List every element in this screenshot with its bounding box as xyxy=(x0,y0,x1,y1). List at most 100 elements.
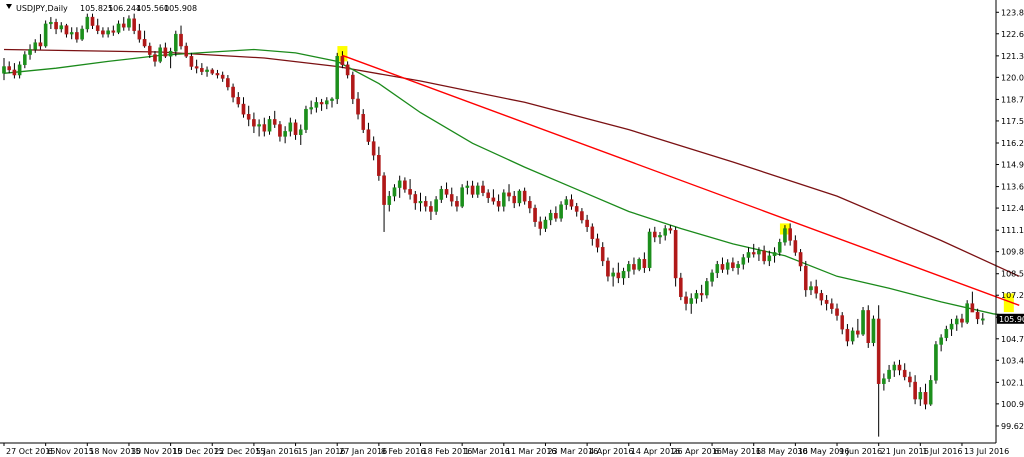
candle-body xyxy=(377,154,381,176)
candle-body xyxy=(283,131,287,137)
candle-body xyxy=(304,108,308,130)
candle-body xyxy=(413,194,418,204)
x-tick-label: 30 May 2016 xyxy=(797,447,849,456)
chart-title-ohlc-close: 105.908 xyxy=(164,4,197,13)
candle-body xyxy=(538,221,543,229)
candle-body xyxy=(606,260,610,277)
candle-body xyxy=(106,30,110,35)
highlight-marker-2 xyxy=(1003,293,1014,313)
candle-body xyxy=(455,201,459,207)
candle-body xyxy=(824,299,829,304)
candle-body xyxy=(43,23,48,47)
candle-body xyxy=(132,18,136,31)
candle-body xyxy=(564,199,569,205)
candle-body xyxy=(673,230,678,279)
candle-body xyxy=(382,175,386,205)
candle-body xyxy=(80,28,84,40)
candle-body xyxy=(324,100,329,105)
candle-body xyxy=(278,124,282,137)
candle-body xyxy=(28,49,32,55)
candle-body xyxy=(663,228,668,236)
candle-body xyxy=(298,129,303,135)
candle-body xyxy=(371,141,376,156)
candle-body xyxy=(267,119,272,132)
candle-body xyxy=(814,286,818,294)
chart-title-ohlc-high: 106.244 xyxy=(108,4,141,13)
candle-body xyxy=(626,264,631,272)
y-tick-label: 121.325 xyxy=(1001,52,1024,61)
candle-body xyxy=(434,199,438,212)
y-tick-label: 108.550 xyxy=(1001,270,1024,279)
candle-body xyxy=(481,185,485,193)
candle-body xyxy=(600,247,605,262)
candle-body xyxy=(444,189,449,195)
candle-body xyxy=(970,303,975,313)
x-tick-label: 15 Jan 2016 xyxy=(298,447,346,456)
candle-body xyxy=(38,42,43,47)
candle-body xyxy=(876,318,881,384)
candle-body xyxy=(252,119,256,127)
candle-body xyxy=(783,228,787,243)
candle-body xyxy=(205,69,209,72)
candle-body xyxy=(163,47,168,57)
candle-body xyxy=(751,252,756,255)
candle-body xyxy=(522,190,527,202)
x-tick-label: 5 Jan 2016 xyxy=(256,447,299,456)
candle-body xyxy=(632,264,636,270)
y-tick-label: 117.510 xyxy=(1001,117,1024,126)
candle-body xyxy=(913,381,917,400)
candle-body xyxy=(699,293,704,296)
candle-body xyxy=(715,264,720,274)
candle-body xyxy=(621,270,626,279)
candle-body xyxy=(423,201,428,207)
candle-body xyxy=(585,219,589,228)
candle-body xyxy=(923,392,928,405)
candle-body xyxy=(23,54,27,66)
x-tick-label: 1 Jul 2016 xyxy=(922,447,962,456)
candle-body xyxy=(741,257,746,265)
candle-body xyxy=(757,250,761,255)
candle-body xyxy=(731,262,735,268)
candle-body xyxy=(90,16,95,26)
candle-body xyxy=(7,66,12,71)
candle-body xyxy=(949,323,954,330)
y-tick-label: 107.290 xyxy=(1001,291,1024,300)
candle-body xyxy=(158,47,162,62)
candle-body xyxy=(101,30,105,35)
chart-title-ohlc-low: 105.560 xyxy=(136,4,169,13)
candle-body xyxy=(548,212,553,221)
candle-body xyxy=(179,33,183,47)
candle-body xyxy=(574,206,579,212)
candle-body xyxy=(954,318,959,325)
y-tick-label: 122.620 xyxy=(1001,30,1024,39)
candle-body xyxy=(652,231,657,238)
candle-body xyxy=(517,190,522,204)
candle-body xyxy=(475,185,480,195)
x-tick-label: 11 Mar 2016 xyxy=(506,447,557,456)
candle-body xyxy=(616,272,621,279)
x-tick-label: 10 Dec 2015 xyxy=(173,447,224,456)
candle-body xyxy=(111,30,116,33)
candle-body xyxy=(272,119,277,125)
candle-body xyxy=(819,293,824,301)
candle-body xyxy=(694,293,699,299)
candle-body xyxy=(460,187,464,207)
candle-body xyxy=(262,124,267,132)
x-tick-label: 14 Apr 2016 xyxy=(631,447,680,456)
candle-body xyxy=(647,231,652,268)
candle-body xyxy=(642,259,647,268)
candle-body xyxy=(220,74,225,79)
candle-body xyxy=(762,250,766,262)
chart-menu-triangle-icon[interactable] xyxy=(6,4,12,9)
candle-body xyxy=(720,264,725,270)
candle-body xyxy=(12,69,17,76)
candle-body xyxy=(309,107,313,110)
x-tick-label: 6 May 2016 xyxy=(714,447,761,456)
candle-body xyxy=(397,180,402,188)
candle-body xyxy=(777,241,782,253)
candle-body xyxy=(569,199,574,207)
y-tick-label: 103.475 xyxy=(1001,356,1024,365)
candle-body xyxy=(897,364,902,371)
candle-body xyxy=(746,252,751,258)
